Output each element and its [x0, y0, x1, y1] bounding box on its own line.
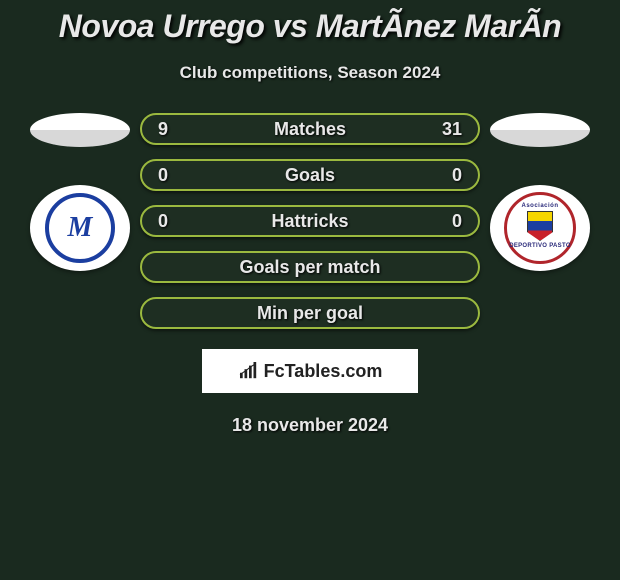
stat-label: Matches [188, 119, 432, 140]
stat-row-matches: 9 Matches 31 [140, 113, 480, 145]
stat-right-value: 31 [432, 119, 462, 140]
stat-label: Min per goal [158, 303, 462, 324]
right-flag-icon [490, 113, 590, 147]
right-badge-inner: Asociación DEPORTIVO PASTO [504, 192, 576, 264]
right-club-badge: Asociación DEPORTIVO PASTO [490, 185, 590, 271]
right-player-col: Asociación DEPORTIVO PASTO [480, 113, 600, 271]
stats-column: 9 Matches 31 0 Goals 0 0 Hattricks 0 Goa… [140, 113, 480, 329]
stat-right-value: 0 [432, 165, 462, 186]
stat-row-hattricks: 0 Hattricks 0 [140, 205, 480, 237]
stat-label: Goals per match [158, 257, 462, 278]
left-badge-letter: M [45, 193, 115, 263]
bar-chart-icon [238, 362, 260, 380]
stat-left-value: 0 [158, 211, 188, 232]
stat-row-goals-per-match: Goals per match [140, 251, 480, 283]
stat-row-min-per-goal: Min per goal [140, 297, 480, 329]
left-flag-icon [30, 113, 130, 147]
left-club-badge: M [30, 185, 130, 271]
stat-row-goals: 0 Goals 0 [140, 159, 480, 191]
footer-brand-box[interactable]: FcTables.com [202, 349, 418, 393]
right-badge-text-bot: DEPORTIVO PASTO [509, 243, 571, 249]
stat-label: Hattricks [188, 211, 432, 232]
page-title: Novoa Urrego vs MartÃnez MarÃn [0, 0, 620, 45]
right-badge-shield-icon [527, 211, 553, 241]
stat-left-value: 0 [158, 165, 188, 186]
subtitle: Club competitions, Season 2024 [0, 63, 620, 83]
footer-date: 18 november 2024 [0, 415, 620, 436]
right-badge-text-top: Asociación [521, 203, 558, 209]
stat-label: Goals [188, 165, 432, 186]
left-player-col: M [20, 113, 140, 271]
footer-brand-text: FcTables.com [264, 361, 383, 382]
stat-left-value: 9 [158, 119, 188, 140]
comparison-row: M 9 Matches 31 0 Goals 0 0 Hattricks 0 G… [0, 113, 620, 329]
stat-right-value: 0 [432, 211, 462, 232]
